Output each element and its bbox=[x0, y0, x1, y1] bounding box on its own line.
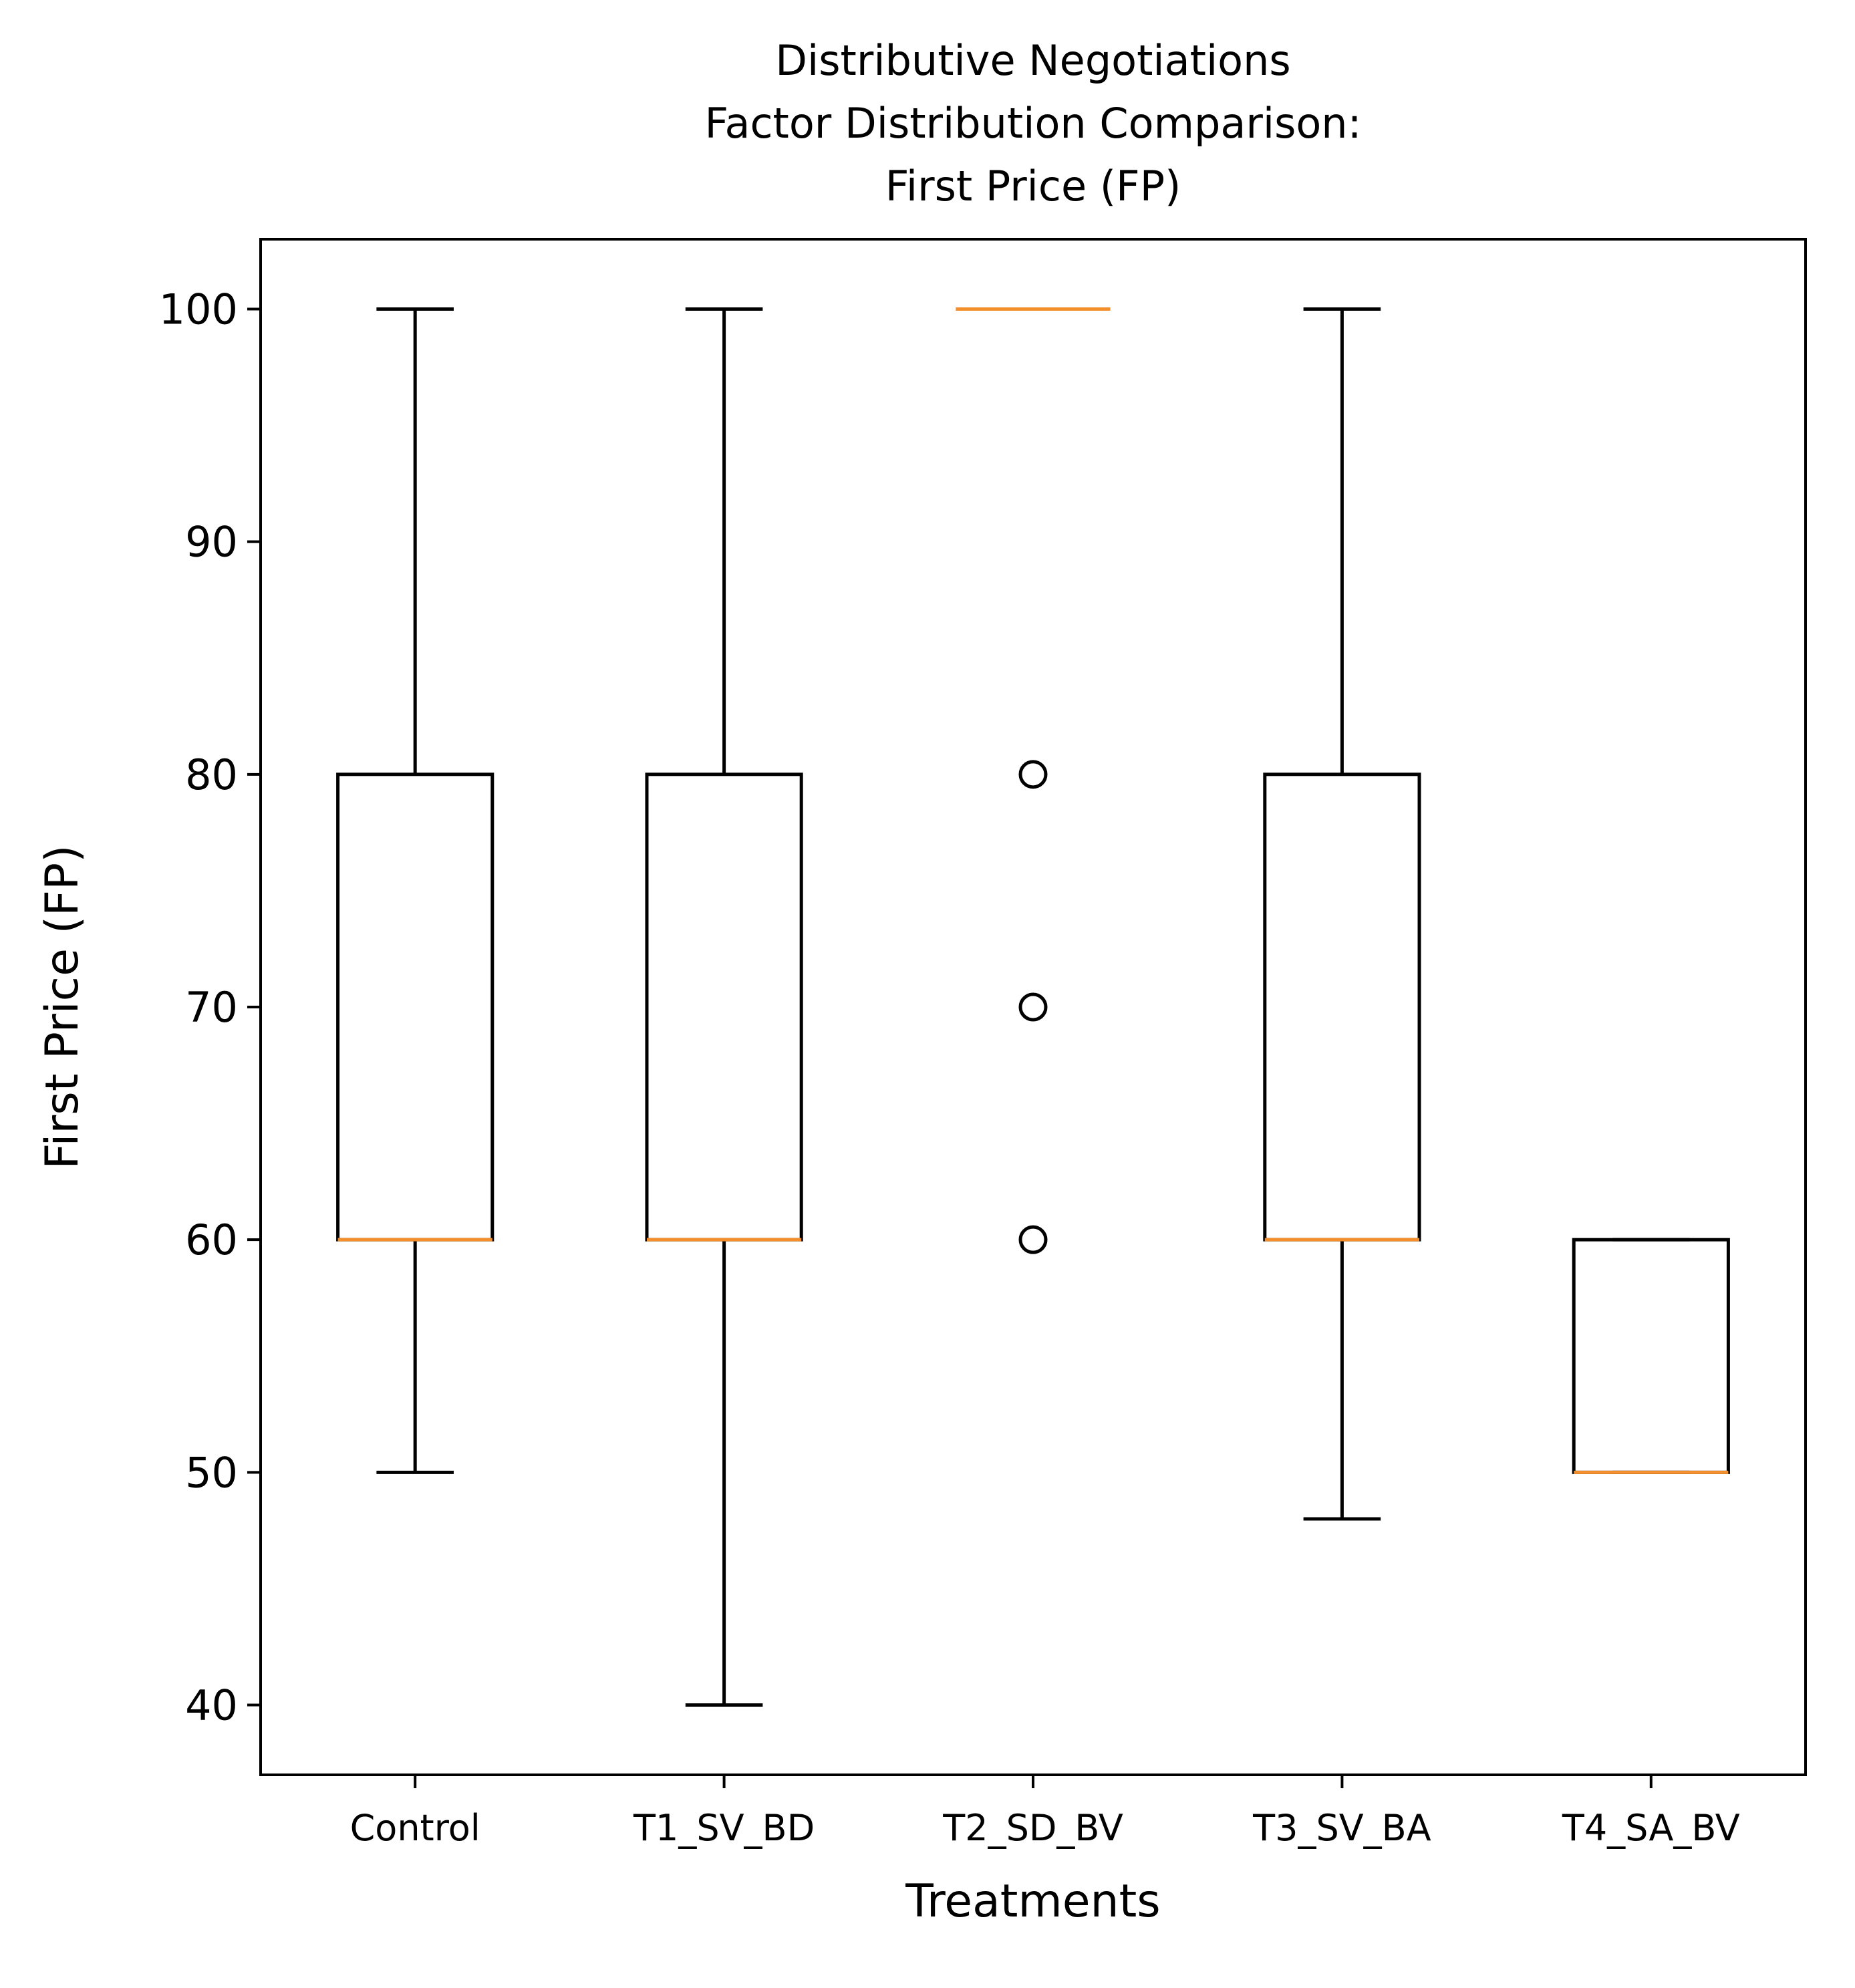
y-axis: 40 50 60 70 80 90 100 bbox=[159, 285, 261, 1730]
outlier-point bbox=[1018, 992, 1048, 1022]
box-group bbox=[1263, 307, 1421, 1521]
chart-title-line-2: Factor Distribution Comparison: bbox=[704, 99, 1361, 148]
iqr-box bbox=[336, 772, 494, 1242]
y-tick-label: 40 bbox=[185, 1681, 238, 1730]
iqr-box bbox=[645, 772, 803, 1242]
x-tick-label: T2_SD_BV bbox=[942, 1807, 1123, 1849]
box-group bbox=[645, 307, 803, 1707]
iqr-box bbox=[1263, 772, 1421, 1242]
y-tick-label: 90 bbox=[185, 518, 238, 567]
x-axis: Control T1_SV_BD T2_SD_BV T3_SV_BA T4_SA_BV bbox=[350, 1775, 1740, 1849]
chart-title-line-3: First Price (FP) bbox=[885, 162, 1181, 210]
box-group bbox=[1572, 1238, 1730, 1474]
y-tick-label: 50 bbox=[185, 1448, 238, 1497]
x-tick-label: T4_SA_BV bbox=[1562, 1807, 1740, 1849]
x-tick-label: T1_SV_BD bbox=[633, 1807, 815, 1849]
y-tick-label: 80 bbox=[185, 750, 238, 799]
y-axis-label: First Price (FP) bbox=[36, 845, 89, 1169]
y-tick-label: 60 bbox=[185, 1216, 238, 1264]
outlier-point bbox=[1018, 1225, 1048, 1254]
x-tick-label: Control bbox=[350, 1807, 480, 1849]
plot-area bbox=[336, 307, 1730, 1707]
chart-title-line-1: Distributive Negotiations bbox=[775, 36, 1290, 85]
chart-title: Distributive Negotiations Factor Distrib… bbox=[704, 36, 1361, 210]
iqr-box bbox=[1572, 1238, 1730, 1474]
x-tick-label: T3_SV_BA bbox=[1252, 1807, 1431, 1849]
box-group bbox=[956, 307, 1111, 1254]
y-tick-label: 100 bbox=[159, 285, 238, 333]
x-axis-label: Treatments bbox=[905, 1875, 1160, 1928]
box-group bbox=[336, 307, 494, 1474]
y-tick-label: 70 bbox=[185, 983, 238, 1032]
outlier-point bbox=[1018, 760, 1048, 789]
